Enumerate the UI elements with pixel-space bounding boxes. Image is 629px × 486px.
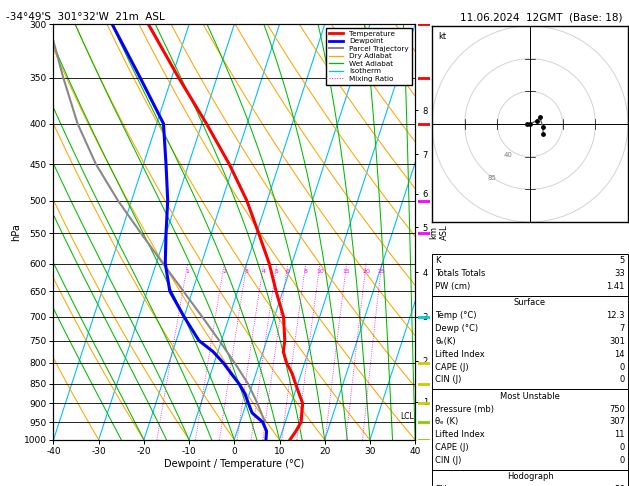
- Text: 12.3: 12.3: [606, 311, 625, 320]
- Text: Lifted Index: Lifted Index: [435, 431, 485, 439]
- Point: [521, 120, 532, 128]
- Text: 1.41: 1.41: [606, 282, 625, 291]
- Text: 5: 5: [275, 268, 279, 274]
- Text: Totals Totals: Totals Totals: [435, 269, 486, 278]
- Text: Dewp (°C): Dewp (°C): [435, 324, 478, 333]
- Text: 15: 15: [343, 268, 350, 274]
- Text: θₑ (K): θₑ (K): [435, 417, 459, 427]
- Text: 11: 11: [615, 431, 625, 439]
- Text: K: K: [435, 256, 441, 265]
- Text: EH: EH: [435, 485, 447, 486]
- Text: 11.06.2024  12GMT  (Base: 18): 11.06.2024 12GMT (Base: 18): [460, 12, 623, 22]
- Text: 8: 8: [304, 268, 308, 274]
- Text: 0: 0: [620, 443, 625, 452]
- Point: [525, 120, 535, 128]
- X-axis label: Dewpoint / Temperature (°C): Dewpoint / Temperature (°C): [164, 459, 304, 469]
- Text: Lifted Index: Lifted Index: [435, 350, 485, 359]
- Text: Hodograph: Hodograph: [506, 472, 554, 482]
- Text: Pressure (mb): Pressure (mb): [435, 404, 494, 414]
- Text: 0: 0: [620, 376, 625, 384]
- Text: 307: 307: [609, 417, 625, 427]
- Text: 301: 301: [609, 337, 625, 346]
- Text: PW (cm): PW (cm): [435, 282, 470, 291]
- Legend: Temperature, Dewpoint, Parcel Trajectory, Dry Adiabat, Wet Adiabat, Isotherm, Mi: Temperature, Dewpoint, Parcel Trajectory…: [326, 28, 411, 85]
- Text: CAPE (J): CAPE (J): [435, 443, 469, 452]
- Text: 85: 85: [487, 174, 496, 180]
- Text: 7: 7: [620, 324, 625, 333]
- Text: CIN (J): CIN (J): [435, 456, 462, 465]
- Text: Most Unstable: Most Unstable: [500, 392, 560, 401]
- Text: 2: 2: [222, 268, 226, 274]
- Text: 40: 40: [504, 152, 513, 157]
- Text: 1: 1: [186, 268, 189, 274]
- Text: kt: kt: [438, 32, 447, 41]
- Text: 25: 25: [378, 268, 386, 274]
- Text: CAPE (J): CAPE (J): [435, 363, 469, 372]
- Text: 3: 3: [245, 268, 249, 274]
- Text: LCL: LCL: [400, 412, 414, 421]
- Text: 56: 56: [615, 485, 625, 486]
- Text: 5: 5: [620, 256, 625, 265]
- Text: Surface: Surface: [514, 298, 546, 307]
- Text: 10: 10: [316, 268, 324, 274]
- Text: CIN (J): CIN (J): [435, 376, 462, 384]
- Y-axis label: km
ASL: km ASL: [430, 224, 449, 240]
- Text: Temp (°C): Temp (°C): [435, 311, 477, 320]
- Text: 20: 20: [362, 268, 370, 274]
- Point: [538, 130, 548, 138]
- Text: 4: 4: [262, 268, 265, 274]
- Text: 14: 14: [615, 350, 625, 359]
- Point: [532, 117, 542, 124]
- Y-axis label: hPa: hPa: [11, 223, 21, 241]
- Text: 6: 6: [286, 268, 290, 274]
- Text: 0: 0: [620, 363, 625, 372]
- Text: 0: 0: [620, 456, 625, 465]
- Point: [538, 123, 548, 131]
- Text: 33: 33: [614, 269, 625, 278]
- Point: [535, 114, 545, 122]
- Text: θₑ(K): θₑ(K): [435, 337, 456, 346]
- Text: 750: 750: [609, 404, 625, 414]
- Text: -34°49'S  301°32'W  21m  ASL: -34°49'S 301°32'W 21m ASL: [6, 12, 165, 22]
